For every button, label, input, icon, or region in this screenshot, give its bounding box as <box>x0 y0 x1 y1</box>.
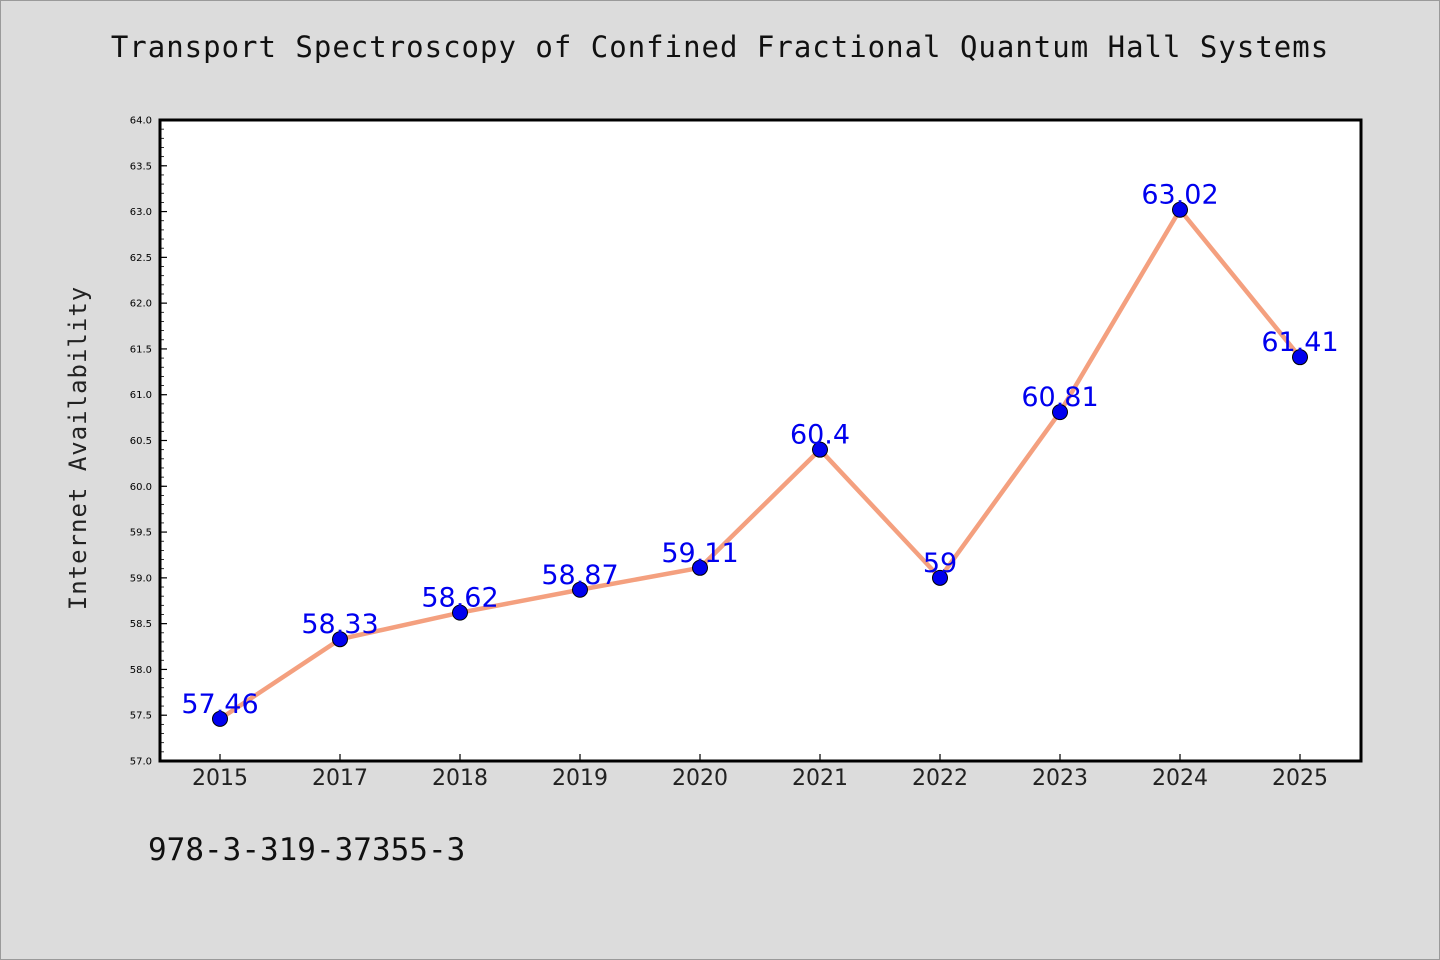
x-axis: 2015 2017 2018 2019 2020 2021 2022 2023 2024 2025 <box>192 754 1328 791</box>
data-point <box>932 569 948 586</box>
series-line <box>217 207 1303 722</box>
x-tick-label: 2021 <box>792 766 848 791</box>
y-axis-label: Internet Availability <box>64 286 92 610</box>
x-tick-label: 2020 <box>672 766 728 791</box>
data-point <box>1052 404 1068 421</box>
data-point <box>572 581 588 598</box>
data-point <box>812 441 828 458</box>
x-tick-label: 2025 <box>1272 766 1328 791</box>
y-tick-label: 60.0 <box>130 482 152 493</box>
data-labels: 57.46 58.33 58.62 58.87 59.11 60.4 59 60.81 63.0… <box>181 180 1338 720</box>
data-label: 58.62 <box>421 583 498 614</box>
data-point <box>212 710 228 727</box>
y-tick-label: 62.0 <box>130 299 152 310</box>
y-tick-label: 63.5 <box>130 161 152 172</box>
x-tick-label: 2018 <box>432 766 488 791</box>
x-tick-label: 2019 <box>552 766 608 791</box>
data-label: 58.87 <box>541 560 618 591</box>
plot-area <box>158 118 1363 763</box>
data-markers <box>212 201 1308 727</box>
data-label: 58.33 <box>301 609 378 640</box>
x-tick-label: 2015 <box>192 766 248 791</box>
y-tick-label: 58.5 <box>130 619 152 630</box>
data-point <box>332 631 348 648</box>
data-point <box>692 559 708 576</box>
data-point <box>452 604 468 621</box>
data-label: 60.4 <box>790 420 850 451</box>
data-label: 61.41 <box>1261 327 1338 358</box>
x-tick-label: 2022 <box>912 766 968 791</box>
data-point <box>1172 201 1188 218</box>
x-tick-label: 2023 <box>1032 766 1088 791</box>
data-point <box>1292 349 1308 366</box>
x-tick-label: 2024 <box>1152 766 1208 791</box>
data-label: 59 <box>923 548 957 579</box>
data-label: 57.46 <box>181 689 258 720</box>
y-tick-label: 62.5 <box>130 253 152 264</box>
y-tick-label: 61.0 <box>130 390 152 401</box>
data-label: 59.11 <box>661 538 738 569</box>
x-tick-label: 2017 <box>312 766 368 791</box>
isbn-text: 978-3-319-37355-3 <box>148 832 466 868</box>
data-label: 63.02 <box>1141 180 1218 211</box>
y-tick-label: 57.5 <box>130 711 152 722</box>
y-tick-label: 61.5 <box>130 344 152 355</box>
y-axis: 57.0 57.5 58.0 58.5 59.0 59.5 60.0 60.5 61.0 61.5… <box>130 116 167 768</box>
y-tick-label: 64.0 <box>130 116 152 127</box>
y-tick-label: 57.0 <box>130 757 152 768</box>
y-tick-label: 60.5 <box>130 436 152 447</box>
data-label: 60.81 <box>1021 382 1098 413</box>
y-tick-label: 59.0 <box>130 573 152 584</box>
chart-title: Transport Spectroscopy of Confined Fract… <box>110 30 1330 64</box>
y-tick-label: 63.0 <box>130 207 152 218</box>
y-tick-label: 58.0 <box>130 665 152 676</box>
y-tick-label: 59.5 <box>130 528 152 539</box>
